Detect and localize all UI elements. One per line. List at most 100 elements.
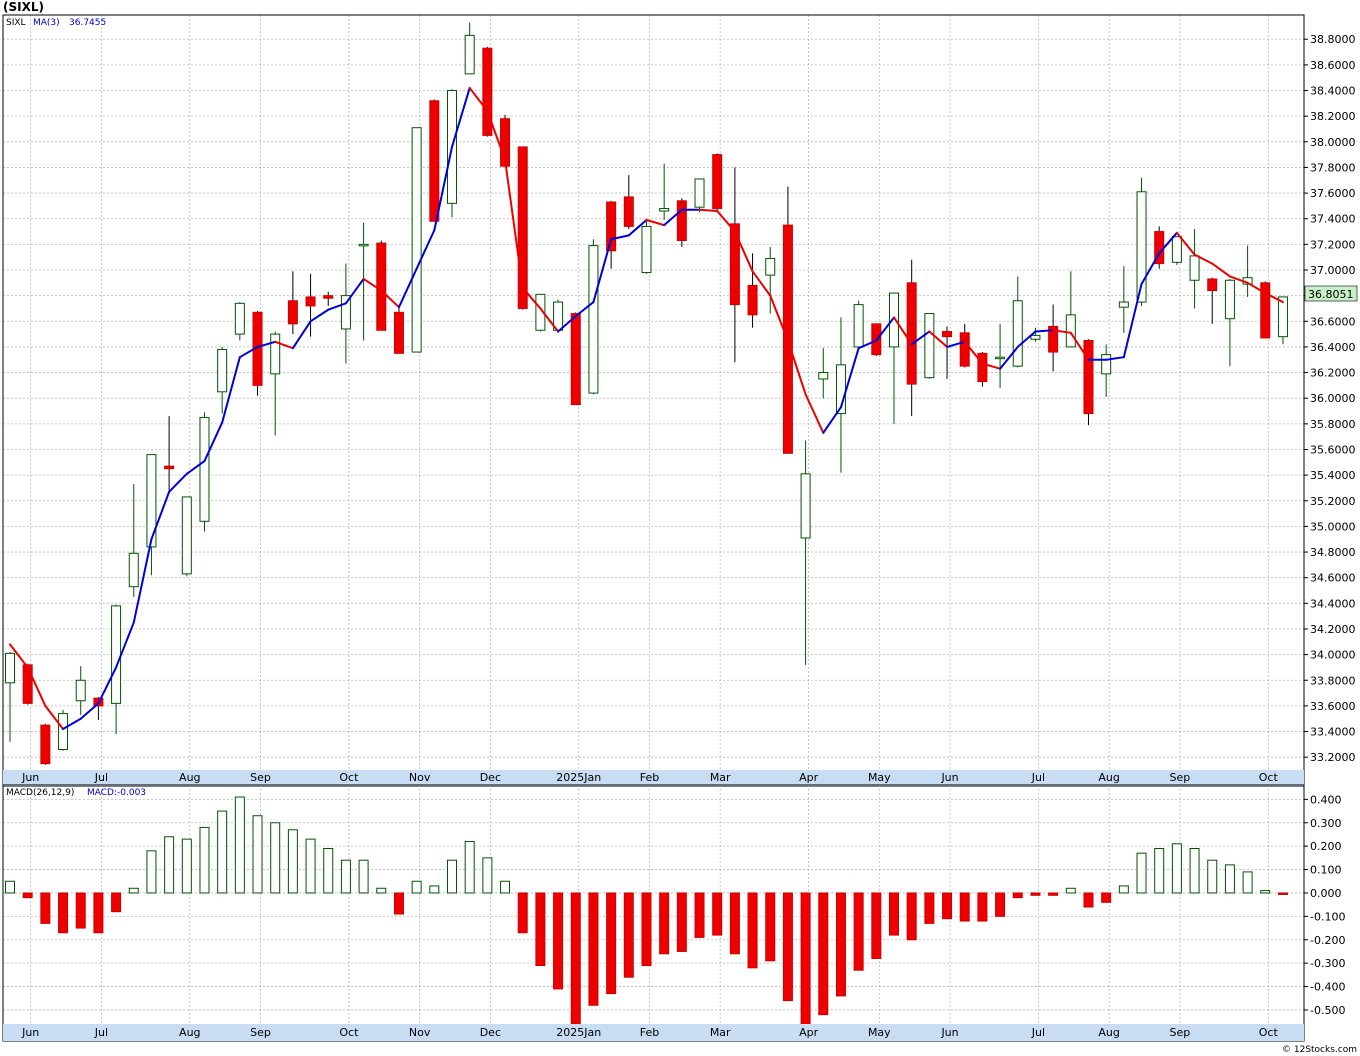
- candle-body: [959, 332, 970, 367]
- macd-bar-negative: [906, 892, 917, 941]
- ma-segment: [786, 339, 807, 396]
- candle-up: [1065, 271, 1076, 348]
- price-tick-label: 38.8000: [1310, 33, 1356, 46]
- ma-segment: [1016, 330, 1037, 348]
- candle-up: [447, 89, 457, 218]
- ma-segment: [557, 315, 577, 333]
- ma-segment: [327, 302, 347, 311]
- price-tick-label: 36.0000: [1310, 392, 1356, 405]
- month-label: Jun: [940, 1026, 958, 1039]
- ma-segment: [1211, 262, 1231, 278]
- macd-bar-negative: [606, 892, 617, 995]
- candle-up: [924, 313, 935, 379]
- month-label: Aug: [179, 1026, 200, 1039]
- candle-down: [747, 253, 758, 328]
- macd-bar-negative: [800, 892, 811, 1027]
- candle-body: [1118, 301, 1129, 308]
- macd-bar-positive: [234, 796, 245, 894]
- ma-segment: [1246, 281, 1267, 295]
- month-label: Nov: [409, 771, 431, 784]
- price-tick-label: 34.6000: [1310, 572, 1356, 585]
- ma-segment: [238, 345, 259, 359]
- candle-body: [676, 200, 687, 242]
- ma-segment: [415, 229, 436, 270]
- macd-bar-negative: [111, 892, 122, 913]
- month-label: 2025Jan: [556, 1026, 601, 1039]
- month-label: Sep: [250, 771, 271, 784]
- candle-down: [393, 305, 404, 354]
- macd-bar-positive: [270, 822, 281, 894]
- month-label: Oct: [1259, 1026, 1279, 1039]
- price-tick-label: 38.4000: [1310, 85, 1356, 98]
- candle-up: [128, 484, 139, 597]
- month-label: Feb: [640, 771, 659, 784]
- month-label: Nov: [409, 1026, 431, 1039]
- macd-bar-negative: [517, 892, 528, 934]
- price-tick-label: 35.4000: [1310, 469, 1356, 482]
- candle-up: [181, 496, 192, 577]
- macd-tick-label: -0.200: [1310, 934, 1345, 947]
- candle-up: [1224, 278, 1235, 367]
- candle-body: [1136, 191, 1147, 303]
- month-label: Sep: [1170, 771, 1191, 784]
- candle-down: [252, 311, 263, 396]
- ma-segment: [26, 666, 47, 707]
- ma-line: [9, 86, 1284, 730]
- ma-segment: [981, 362, 1002, 370]
- macd-bar-negative: [924, 892, 935, 924]
- price-candles: [5, 22, 1288, 765]
- ma-segment: [910, 330, 931, 346]
- month-label: Dec: [480, 1026, 501, 1039]
- candle-body: [1207, 278, 1218, 292]
- price-tick-label: 38.6000: [1310, 59, 1356, 72]
- macd-bar-negative: [75, 892, 86, 929]
- candle-body: [1260, 282, 1271, 339]
- ma-segment: [1122, 283, 1143, 359]
- month-label: Jul: [1031, 1026, 1045, 1039]
- candle-body: [482, 47, 493, 136]
- macd-tick-label: 0.100: [1310, 864, 1342, 877]
- candle-up: [1030, 327, 1041, 342]
- candle-body: [712, 154, 723, 209]
- ma-value: 36.7455: [69, 18, 106, 28]
- ma-segment: [433, 145, 453, 232]
- ma-segment: [468, 86, 489, 113]
- candle-body: [889, 292, 899, 348]
- candle-body: [376, 242, 387, 331]
- ma-segment: [1264, 292, 1284, 304]
- ma-segment: [857, 339, 878, 350]
- macd-tick-label: -0.500: [1310, 1004, 1345, 1017]
- macd-bar-positive: [128, 887, 139, 894]
- candle-body: [75, 679, 86, 702]
- macd-bar-negative: [977, 892, 988, 922]
- candle-body: [1189, 255, 1200, 281]
- candle-down: [1083, 339, 1094, 426]
- ma-segment: [1193, 253, 1214, 265]
- candle-down: [623, 175, 634, 229]
- candle-body: [1030, 334, 1041, 340]
- macd-bar-positive: [199, 826, 210, 894]
- candle-down: [1154, 226, 1165, 269]
- macd-bar-negative: [58, 892, 69, 934]
- candle-body: [22, 664, 33, 704]
- candle-down: [1207, 277, 1218, 324]
- credit-text: © 12Stocks.com: [1282, 1045, 1357, 1055]
- ma-segment: [203, 421, 224, 463]
- macd-bar-positive: [1065, 887, 1076, 894]
- macd-bar-negative: [393, 892, 404, 915]
- month-label: Apr: [799, 771, 819, 784]
- ma-segment: [804, 393, 825, 434]
- candle-down: [959, 323, 970, 368]
- ma-segment: [716, 210, 736, 233]
- candle-up: [1277, 296, 1288, 345]
- candle-body: [1083, 340, 1094, 415]
- candle-up: [1171, 236, 1182, 265]
- last-price-box: [1304, 285, 1358, 302]
- candle-body: [1277, 296, 1288, 338]
- ma-label: MA(3): [33, 18, 60, 28]
- price-tick-label: 35.2000: [1310, 495, 1356, 508]
- ma-segment: [627, 219, 648, 237]
- macd-bar-negative: [747, 892, 758, 969]
- macd-bar-negative: [93, 892, 104, 934]
- candle-body: [1171, 236, 1182, 263]
